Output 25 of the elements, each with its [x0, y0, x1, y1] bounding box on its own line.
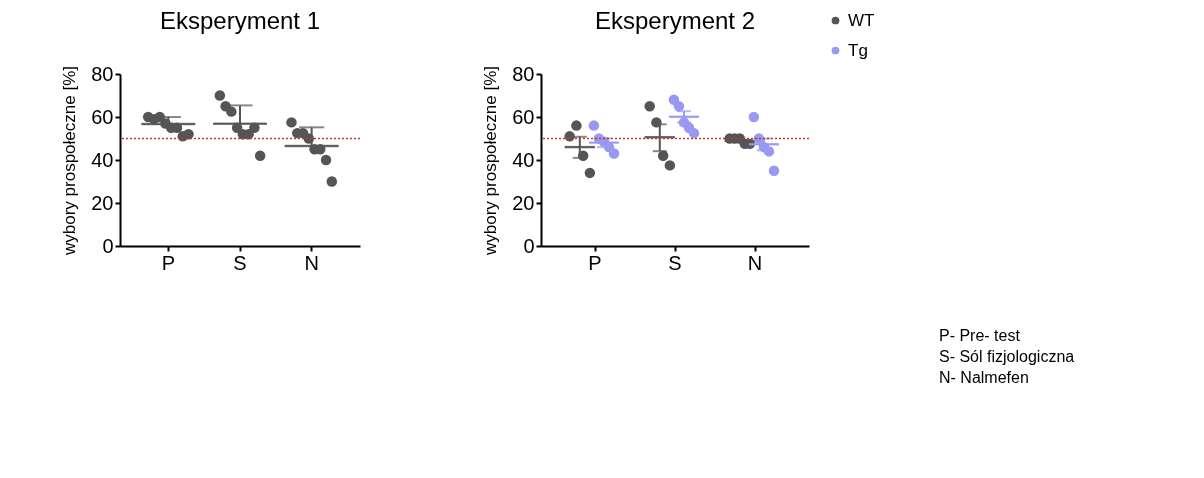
x-tick-label: P	[161, 251, 176, 274]
text: N- Nalmefen	[939, 369, 1029, 386]
legend-label: Tg	[848, 40, 868, 60]
x-tick-label: P	[588, 251, 602, 274]
y-tick-label: 40	[512, 148, 535, 171]
y-tick-label: 20	[91, 191, 114, 214]
y-tick-label: 60	[91, 105, 114, 128]
y-tick-label: 40	[91, 148, 114, 171]
y-tick-label: 80	[91, 62, 114, 85]
chart-title: Eksperyment 1	[159, 7, 321, 34]
x-tick-label: N	[747, 251, 763, 274]
y-tick-label: 0	[102, 234, 114, 257]
x-tick-label: S	[668, 251, 682, 274]
y-tick-label: 20	[512, 191, 535, 214]
y-axis-title: wybory prospołeczne [%]	[60, 66, 80, 256]
x-tick-label: S	[233, 251, 247, 274]
text: P- Pre- test	[939, 327, 1021, 344]
legend-label: WT	[848, 10, 875, 30]
chart-title: Eksperyment 2	[594, 7, 756, 34]
y-tick-label: 60	[512, 105, 535, 128]
y-tick-label: 80	[512, 62, 535, 85]
x-tick-label: N	[304, 251, 319, 274]
y-axis-title: wybory prospołeczne [%]	[481, 66, 501, 256]
y-tick-label: 0	[523, 234, 535, 257]
text: S- Sól fizjologiczna	[939, 348, 1075, 365]
